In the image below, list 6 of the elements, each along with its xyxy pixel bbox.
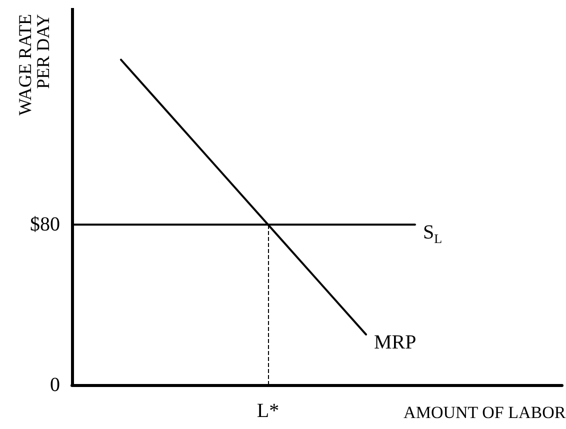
y-tick-label: $80 (30, 214, 60, 236)
x-tick-label: L* (256, 400, 280, 422)
series-label: MRP (374, 331, 416, 354)
y-axis-title: WAGE RATE PER DAY (15, 14, 53, 116)
x-axis-title: AMOUNT OF LABOR (404, 403, 566, 422)
y-tick-label: 0 (50, 374, 60, 396)
